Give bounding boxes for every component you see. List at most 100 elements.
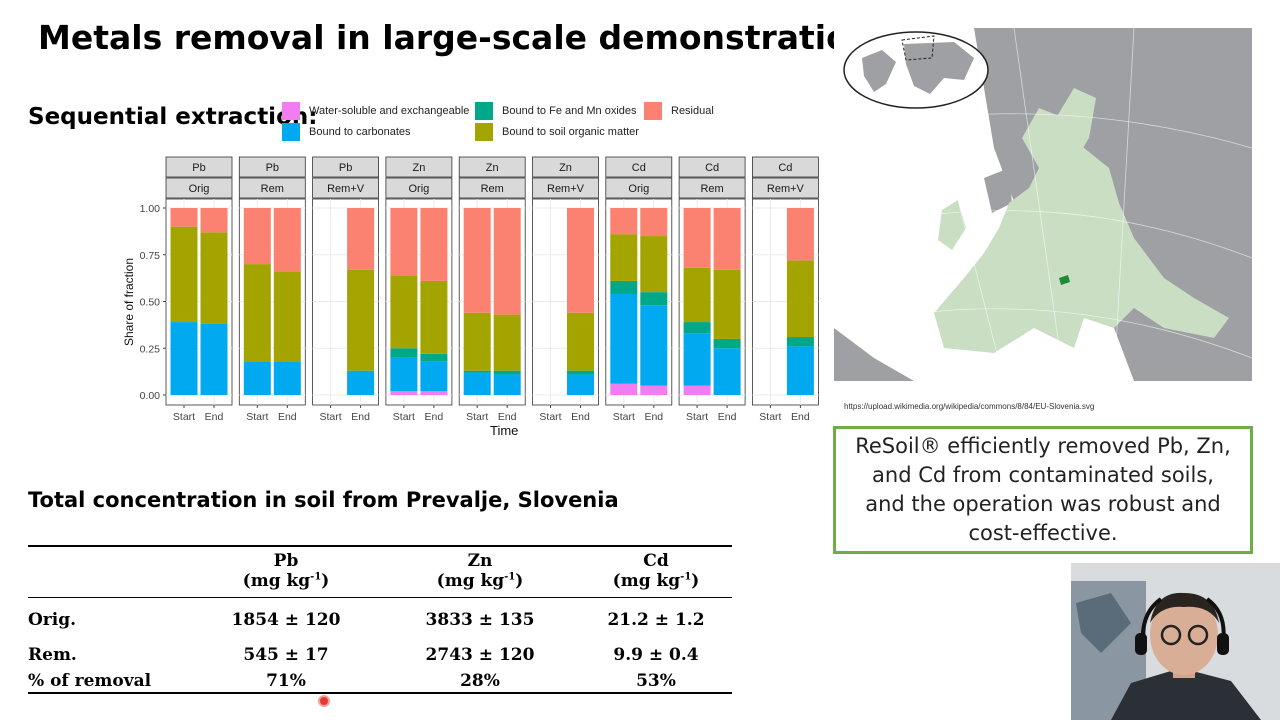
bar-segment (640, 208, 668, 237)
webcam-hair (1150, 592, 1219, 623)
table-top-rule (28, 545, 732, 547)
conclusion-text: ReSoil® efficiently removed Pb, Zn, and … (855, 434, 1231, 545)
facet-label-metal: Zn (559, 162, 572, 174)
bar-segment (683, 267, 711, 323)
bar-segment (170, 322, 198, 395)
legend-label: Water-soluble and exchangeable (309, 105, 470, 117)
bar-segment (493, 208, 521, 315)
x-tick-label: End (644, 411, 663, 423)
bar-segment (463, 370, 491, 373)
table-bottom-rule (28, 692, 732, 694)
unit-base: (mg kg (612, 571, 681, 591)
facet-label-soil: Orig (409, 183, 430, 195)
bar-segment (243, 208, 271, 265)
bar-segment (493, 370, 521, 375)
table-cell: 1854 ± 120 (231, 610, 341, 630)
x-tick-label: Start (393, 411, 415, 423)
bar-segment (420, 353, 448, 362)
x-tick-label: Start (759, 411, 781, 423)
facet-strip-soil (532, 177, 599, 199)
webcam-headset-ear-right (1217, 633, 1229, 655)
map-inset-eurasia (904, 42, 974, 94)
legend-swatch (282, 123, 300, 141)
header-unit: (mg kg-1) (613, 571, 700, 591)
bar-segment (463, 312, 491, 371)
bar-segment (273, 271, 301, 362)
facet-strip-soil (605, 177, 673, 199)
header-metal: Zn (467, 551, 493, 571)
facet-label-soil: Rem+V (767, 183, 805, 195)
bar-segment (713, 338, 741, 349)
sequential-extraction-chart: Share of fraction 0.00 0.25 0.50 0.75 1.00 Pb O… (122, 156, 819, 438)
facet-strip-metal (532, 156, 599, 178)
header-metal: Pb (273, 551, 299, 571)
facet-strip-soil (165, 177, 233, 199)
y-tick-label: 1.00 (140, 203, 161, 215)
bar-segment (273, 361, 301, 395)
facet-strip-metal (385, 156, 453, 178)
facet-strip-soil (752, 177, 819, 199)
header-unit: (mg kg-1) (437, 571, 524, 591)
table-header-cd: Cd (mg kg-1) (613, 551, 700, 591)
bar-segment (200, 323, 228, 395)
facet-label-metal: Zn (412, 162, 425, 174)
y-axis-title: Share of fraction (122, 258, 136, 346)
map-inset-americas (862, 50, 896, 92)
bar-segment (390, 391, 418, 395)
bar-segment (200, 208, 228, 233)
map-slovenia (1059, 275, 1070, 285)
bar-segment (567, 374, 594, 395)
webcam-shirt (1111, 668, 1261, 720)
webcam-glasses-left (1160, 624, 1182, 646)
slide-title: Metals removal in large-scale demonstrat… (38, 18, 873, 57)
unit-base: (mg kg (436, 571, 505, 591)
presenter-webcam (1071, 563, 1280, 720)
legend-item-carbonates: Bound to carbonates (282, 123, 411, 141)
table-cell: 2743 ± 120 (425, 645, 535, 665)
facet-label-metal: Cd (632, 162, 646, 174)
bar-segment (683, 385, 711, 395)
bar-segment (170, 226, 198, 323)
x-tick-label: Start (246, 411, 268, 423)
table-row-label: Orig. (28, 610, 77, 630)
table-cell: 3833 ± 135 (425, 610, 535, 630)
bar-segment (463, 372, 491, 395)
facet-strip-metal (238, 156, 306, 178)
bar-segment (243, 361, 271, 395)
bar-segment (786, 346, 814, 395)
bar-segment (683, 322, 711, 334)
unit-sup: -1 (680, 571, 692, 583)
bar-segment (200, 232, 228, 324)
bar-segment (420, 391, 448, 395)
laser-pointer-dot (320, 697, 328, 705)
bar-segment (420, 361, 448, 392)
legend-swatch (644, 102, 662, 120)
bar-segment (640, 236, 668, 293)
webcam-glasses-right (1187, 624, 1209, 646)
bar-segment (610, 234, 638, 281)
webcam-headset-ear-left (1135, 633, 1147, 655)
table-cell: 21.2 ± 1.2 (607, 610, 705, 630)
bar-segment (610, 383, 638, 395)
bar-segment (640, 385, 668, 395)
map-norway (984, 168, 1012, 213)
x-tick-label: End (278, 411, 297, 423)
x-tick-label: Start (466, 411, 488, 423)
facet-strip-metal (678, 156, 746, 178)
bar-segment (567, 208, 594, 313)
table-cell: 71% (266, 671, 306, 691)
facet-label-soil: Orig (189, 183, 210, 195)
facet-strip-metal (458, 156, 526, 178)
bar-segment (493, 374, 521, 395)
bar-segment (683, 208, 711, 268)
bar-segment (390, 208, 418, 276)
legend-swatch (282, 102, 300, 120)
webcam-face (1150, 595, 1218, 675)
legend-label: Bound to Fe and Mn oxides (502, 105, 637, 117)
y-tick-label: 0.75 (140, 250, 161, 262)
bar-segment (390, 348, 418, 358)
x-tick-label: Start (173, 411, 195, 423)
facet-strip-soil (385, 177, 453, 199)
bar-segment (347, 370, 375, 395)
x-tick-label: End (498, 411, 517, 423)
